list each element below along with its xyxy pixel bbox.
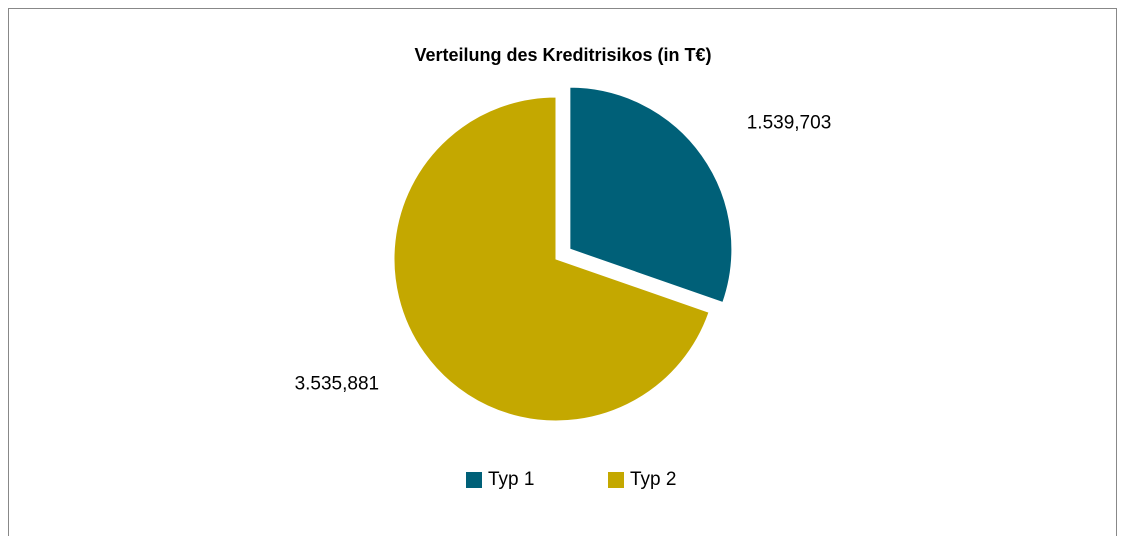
legend-label: Typ 2	[630, 469, 676, 490]
legend-label: Typ 1	[488, 469, 534, 490]
data-label: 3.535,881	[295, 374, 380, 395]
chart-title: Verteilung des Kreditrisikos (in T€)	[414, 45, 711, 65]
pie-slice	[569, 86, 733, 304]
legend-swatch	[608, 472, 624, 488]
data-label: 1.539,703	[747, 112, 832, 133]
legend-swatch	[466, 472, 482, 488]
pie-slice	[393, 96, 710, 422]
